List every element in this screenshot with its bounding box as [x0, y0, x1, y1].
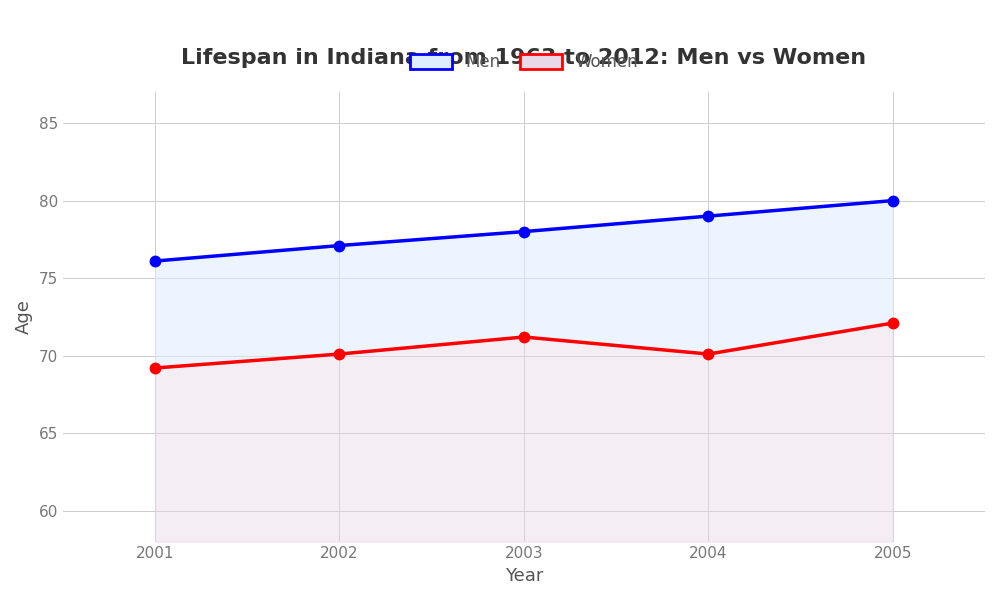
- Legend: Men, Women: Men, Women: [403, 47, 644, 78]
- Y-axis label: Age: Age: [15, 299, 33, 334]
- Title: Lifespan in Indiana from 1963 to 2012: Men vs Women: Lifespan in Indiana from 1963 to 2012: M…: [181, 49, 866, 68]
- X-axis label: Year: Year: [505, 567, 543, 585]
